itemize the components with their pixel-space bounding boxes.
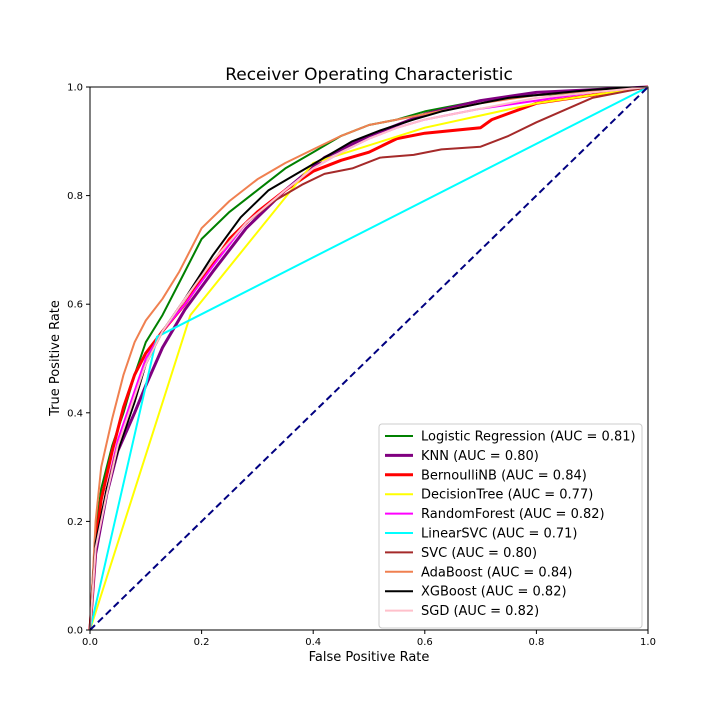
series-line-9 (89, 86, 649, 631)
plot-area: 0.0 0.2 0.4 0.6 0.8 1.0 0.0 0.2 0.4 0.6 0.8 1.0 (67, 83, 656, 649)
series-line-2 (88, 85, 649, 631)
x-axis-label: False Positive Rate (309, 650, 430, 665)
legend-box (378, 423, 643, 629)
y-axis-label: True Positive Rate (48, 300, 63, 417)
y-tick-label: 0.2 (67, 517, 83, 528)
legend: Logistic Regression (AUC = 0.81) KNN (AUC… (378, 423, 643, 629)
series-line-5 (89, 86, 649, 631)
x-tick-label: 0.6 (417, 637, 433, 648)
legend-label-7: AdaBoost (AUC = 0.84) (421, 565, 572, 580)
legend-label-4: RandomForest (AUC = 0.82) (421, 507, 605, 522)
series-line-3 (89, 86, 649, 631)
x-tick-label: 0.0 (82, 637, 98, 648)
y-tick-label: 0.8 (67, 191, 83, 202)
legend-label-6: SVC (AUC = 0.80) (421, 546, 537, 561)
legend-label-9: SGD (AUC = 0.82) (421, 604, 539, 619)
y-tick-label: 0.6 (67, 300, 83, 311)
chart-title: Receiver Operating Characteristic (225, 65, 513, 85)
legend-label-2: BernoulliNB (AUC = 0.84) (421, 468, 587, 483)
x-tick-label: 0.2 (194, 637, 210, 648)
y-tick-label: 0.4 (67, 408, 83, 419)
x-tick-label: 1.0 (640, 637, 656, 648)
axes-frame (89, 86, 649, 631)
y-tick-label: 0.0 (67, 626, 83, 637)
legend-label-0: Logistic Regression (AUC = 0.81) (421, 430, 636, 445)
legend-label-5: LinearSVC (AUC = 0.71) (421, 527, 578, 542)
y-tick-label: 1.0 (67, 83, 83, 94)
x-tick-label: 0.8 (528, 637, 544, 648)
series-line-8 (89, 86, 649, 631)
legend-label-1: KNN (AUC = 0.80) (421, 449, 539, 464)
legend-label-8: XGBoost (AUC = 0.82) (421, 585, 567, 600)
legend-label-3: DecisionTree (AUC = 0.77) (421, 488, 593, 503)
chance-diagonal-line (89, 86, 649, 631)
x-tick-label: 0.4 (305, 637, 321, 648)
